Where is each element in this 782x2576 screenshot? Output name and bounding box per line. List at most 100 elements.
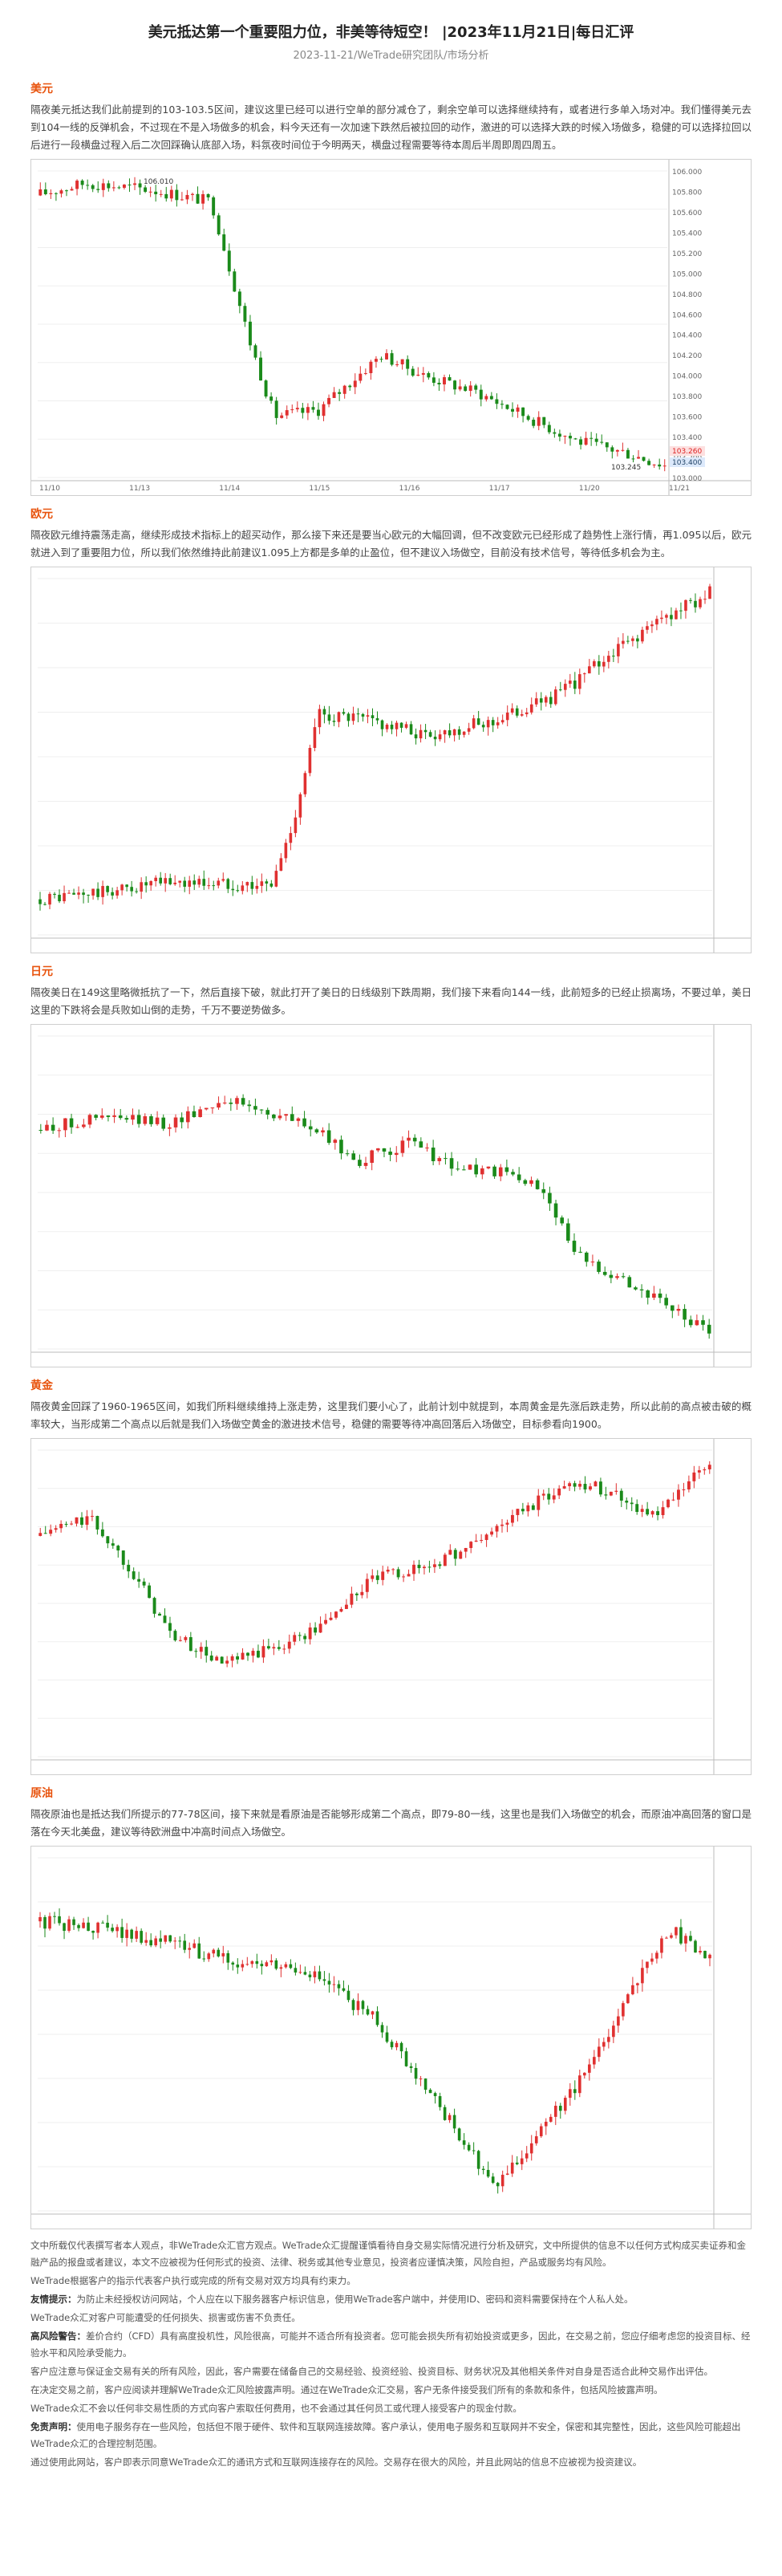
candle <box>526 1502 530 1517</box>
candle <box>96 181 100 193</box>
candle <box>602 2037 606 2051</box>
candle <box>489 392 493 400</box>
candle <box>419 1137 423 1148</box>
candle <box>457 2127 461 2142</box>
candle <box>255 878 259 894</box>
candle <box>626 636 630 644</box>
candle <box>689 598 692 604</box>
disclaimer-paragraph: 友情提示：为防止未经授权访问网站，个人应在以下服务器客户标识信息，使用WeTra… <box>30 2291 752 2308</box>
candle <box>390 2039 394 2050</box>
candle <box>525 2146 529 2163</box>
candle <box>128 178 132 193</box>
candle <box>469 1541 473 1554</box>
candle <box>366 2005 370 2016</box>
candle <box>423 724 427 740</box>
candle <box>637 449 640 459</box>
candle <box>351 706 355 725</box>
candle <box>639 1284 644 1298</box>
candle <box>178 1635 182 1642</box>
candle <box>371 1569 375 1583</box>
candle <box>496 2181 500 2194</box>
candle <box>558 681 562 692</box>
candle <box>342 384 346 399</box>
section-usd: 美元 隔夜美元抵达我们此前提到的103-103.5区间，建议这里已经可以进行空单… <box>30 80 752 496</box>
candle <box>294 1962 298 1976</box>
candle <box>361 713 365 722</box>
candle <box>520 709 524 717</box>
candle <box>679 1919 683 1945</box>
candle <box>646 1961 649 1974</box>
candle <box>568 673 572 689</box>
candle <box>337 711 341 728</box>
disclaimer-text: 客户应注意与保证金交易有关的所有风险，因此，客户需要在储备自己的交易经验、投资经… <box>30 2366 713 2377</box>
section-text: 隔夜美日在149这里略微抵抗了一下，然后直接下破，就此打开了美日的日线级别下跌周… <box>30 986 752 1016</box>
x-tick-label: 11/16 <box>399 485 420 493</box>
candle <box>202 870 206 890</box>
candle <box>75 1124 79 1128</box>
candle <box>529 697 533 715</box>
candle <box>269 392 273 404</box>
candle <box>529 1176 533 1187</box>
section-eur: 欧元 隔夜欧元维持震荡走高，继续形成技术指标上的超买动作，那么接下来还是要当心欧… <box>30 506 752 953</box>
candle <box>198 1106 202 1118</box>
candle <box>684 1933 687 1952</box>
candle <box>308 1623 312 1645</box>
candle <box>125 884 128 892</box>
candle <box>106 1536 110 1549</box>
y-tick-label: 103.600 <box>672 414 702 422</box>
candle <box>677 1484 680 1507</box>
candle <box>380 719 384 737</box>
candle <box>625 1497 629 1509</box>
candle <box>135 1926 138 1943</box>
candle <box>115 887 119 899</box>
candle <box>334 1611 338 1620</box>
section-heading: 日元 <box>30 965 53 978</box>
candle <box>91 1930 95 1940</box>
candle <box>598 655 601 675</box>
candle <box>615 449 619 457</box>
candle <box>159 872 162 886</box>
candle <box>374 356 378 368</box>
candle <box>468 380 472 397</box>
candle <box>298 792 302 825</box>
candle <box>112 1108 116 1123</box>
candle <box>660 610 663 624</box>
candle <box>636 635 639 648</box>
section-text: 隔夜美元抵达我们此前提到的103-103.5区间，建议这里已经可以进行空单的部分… <box>30 104 752 151</box>
candle <box>346 1985 350 2003</box>
candle <box>149 1933 152 1948</box>
candle <box>91 888 95 900</box>
candle <box>64 1521 68 1527</box>
disclaimer-paragraph: WeTrade众汇不会以任何非交易性质的方式向客户索取任何费用，也不会通过其任何… <box>30 2400 752 2417</box>
candle <box>295 401 299 412</box>
candle <box>437 378 441 391</box>
candle <box>284 839 288 863</box>
candle <box>235 1095 239 1110</box>
candle <box>230 1654 234 1668</box>
candle <box>192 1105 197 1118</box>
candle <box>634 1286 638 1291</box>
candle <box>379 356 383 363</box>
candle <box>332 1976 336 1993</box>
candle <box>635 1499 639 1515</box>
candle <box>641 1959 644 1992</box>
jpy-chart <box>30 1024 752 1367</box>
candle <box>572 1233 577 1255</box>
candle <box>149 1114 153 1128</box>
candle <box>409 2062 413 2073</box>
candle <box>386 1566 390 1574</box>
candle <box>553 2101 557 2126</box>
candle <box>573 672 577 694</box>
candle <box>511 402 514 417</box>
candle <box>326 1123 331 1145</box>
candle <box>537 1489 541 1517</box>
candle <box>660 1936 663 1959</box>
candle <box>607 650 610 669</box>
candle <box>598 1477 602 1497</box>
candle <box>385 723 389 733</box>
candle <box>417 1559 421 1574</box>
candle <box>535 1178 540 1190</box>
candle <box>243 303 247 327</box>
candle <box>464 384 468 392</box>
candle <box>462 1165 466 1171</box>
